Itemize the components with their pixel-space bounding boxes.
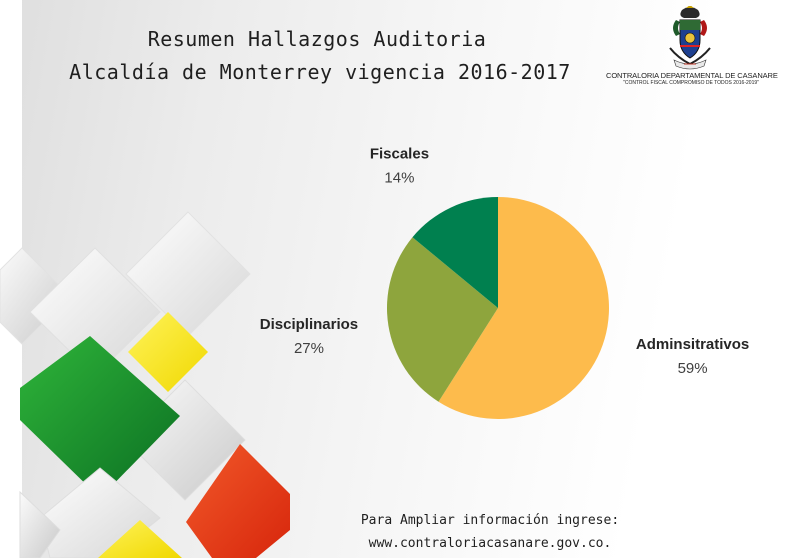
coat-of-arms-icon: [669, 6, 711, 70]
footer-website-link[interactable]: www.contraloriacasanare.gov.co.: [368, 536, 612, 551]
pie-slice-adminsitrativos: [438, 197, 609, 419]
yellow-cube-top: [128, 312, 208, 392]
pie-value-disciplinarios: 27%: [294, 340, 324, 357]
white-cube-corner: [19, 490, 61, 558]
footer-info-text: Para Ampliar información ingrese:: [360, 513, 620, 528]
pie-label-adminsitrativos: Adminsitrativos: [636, 336, 749, 353]
pie-value-adminsitrativos: 59%: [678, 360, 708, 377]
yellow-cube-bottom: [98, 520, 182, 558]
right-margin: [788, 0, 802, 558]
logo-caption-motto: "CONTROL FISCAL COMPROMISO DE TODOS 2016…: [623, 80, 759, 86]
title-line-1: Resumen Hallazgos Auditoria: [147, 27, 487, 51]
pie-labels: Adminsitrativos 59% Disciplinarios 27% Fisca…: [260, 145, 749, 377]
pie-label-disciplinarios: Disciplinarios: [260, 316, 358, 333]
logo-caption-name: CONTRALORIA DEPARTAMENTAL DE CASANARE: [606, 71, 778, 80]
pie-slice-fiscales: [412, 197, 498, 308]
green-cube: [20, 336, 180, 498]
pie-slices: [387, 197, 609, 419]
pie-label-fiscales: Fiscales: [370, 145, 429, 162]
pie-slice-disciplinarios: [387, 237, 498, 402]
title-line-2: Alcaldía de Monterrey vigencia 2016-2017: [69, 60, 571, 84]
pie-value-fiscales: 14%: [384, 169, 414, 186]
red-cube: [186, 444, 290, 558]
decorative-cubes: [0, 211, 290, 558]
